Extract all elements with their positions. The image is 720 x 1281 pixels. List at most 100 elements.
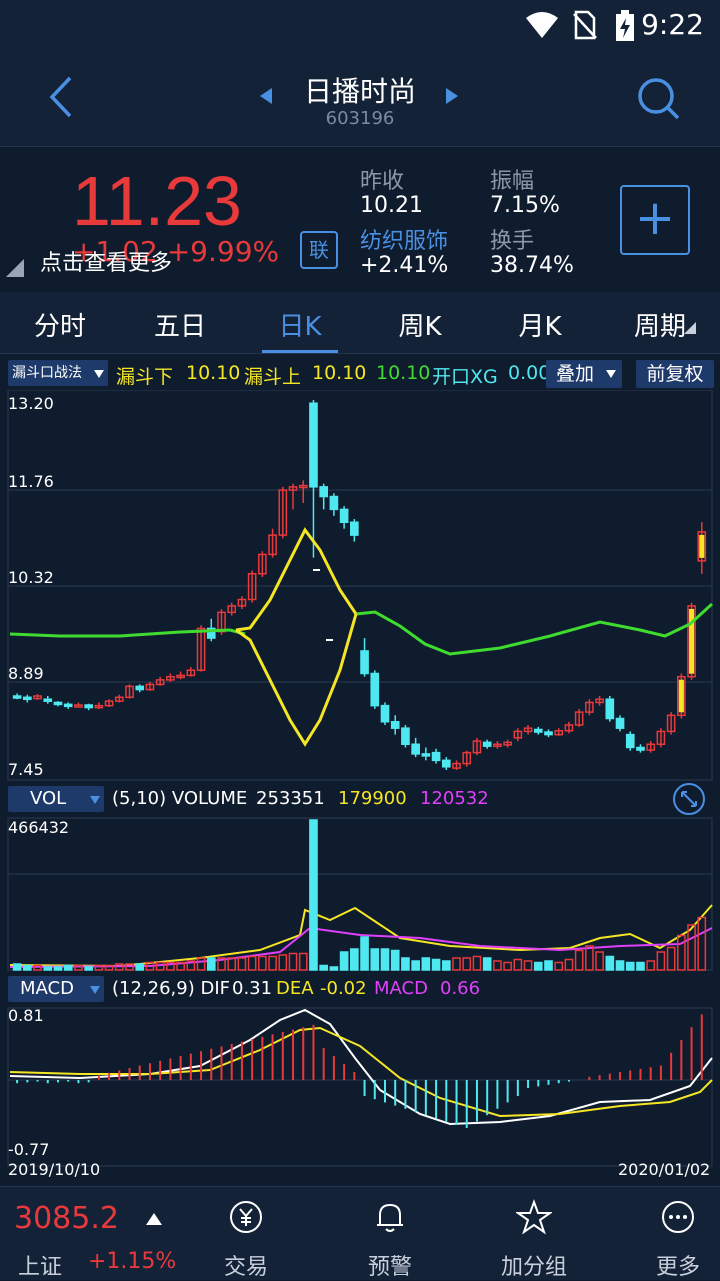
trade-button[interactable]: 交易 [196, 1199, 296, 1280]
macd-dif: 0.31 [232, 978, 273, 999]
volume-bar [12, 963, 22, 971]
index-value[interactable]: 3085.2 [14, 1201, 119, 1236]
macd-label: MACD [20, 978, 74, 999]
tap-more-hint[interactable]: 点击查看更多 [40, 251, 173, 276]
tab-intraday[interactable]: 分时 [33, 312, 86, 342]
fullscreen-icon[interactable] [672, 782, 706, 816]
volume-bar [533, 961, 543, 971]
volume-bar [625, 961, 635, 971]
tab-daily-k[interactable]: 日K [278, 312, 322, 342]
candle-body [43, 698, 53, 702]
candle-body [104, 700, 114, 707]
green-line-value: 10.10 [376, 362, 431, 384]
volume-bar [452, 957, 461, 971]
strategy-selector[interactable]: 漏斗口战法 [8, 360, 108, 386]
candle-body [544, 731, 553, 736]
candle-body [309, 402, 318, 488]
candle-body [605, 698, 615, 720]
candle-body [145, 683, 155, 691]
tab-period[interactable]: 周期 [633, 312, 686, 342]
index-change: +1.15% [88, 1249, 177, 1274]
star-icon [514, 1199, 554, 1235]
vol-params: (5,10) VOLUME [112, 788, 248, 809]
no-sim-icon [573, 10, 597, 40]
alert-button[interactable]: 预警 [340, 1199, 440, 1280]
funnel-lower [235, 613, 358, 747]
candle-body [329, 495, 339, 511]
industry-link[interactable]: 纺织服饰 [360, 229, 449, 254]
highlight-candle [689, 608, 695, 674]
candle-body [472, 740, 482, 754]
funnel-upper [235, 527, 358, 632]
date-end: 2020/01/02 [618, 1160, 711, 1179]
add-watchlist-button[interactable]: + [620, 185, 690, 255]
volume-bar [94, 964, 104, 971]
more-button[interactable]: 更多 [628, 1199, 720, 1280]
candle-body [697, 531, 707, 562]
price-change: +1.02 +9.99% [72, 235, 280, 268]
more-label: 更多 [655, 1255, 700, 1280]
amplitude-value: 7.15% [490, 193, 560, 218]
green-line [9, 628, 246, 638]
next-stock-icon[interactable] [444, 86, 460, 106]
candle-body [452, 762, 461, 769]
candle-body [666, 714, 676, 733]
kline-chart[interactable] [0, 390, 720, 1186]
volume-bar [104, 964, 114, 971]
candle-body [554, 729, 564, 736]
volume-bar [482, 957, 492, 971]
search-icon[interactable] [636, 76, 682, 122]
vol-selector[interactable]: VOL [8, 786, 104, 812]
add-group-button[interactable]: 加分组 [484, 1199, 584, 1280]
volume-bar [258, 955, 267, 971]
candle-body [636, 746, 645, 751]
prev-stock-icon[interactable] [258, 86, 274, 106]
tab-five-day[interactable]: 五日 [153, 312, 206, 342]
current-price: 11.23 [72, 162, 242, 240]
volume-bar [493, 960, 502, 971]
volume-bar [339, 951, 349, 971]
candle-body [23, 696, 32, 701]
candle-body [319, 486, 329, 498]
indicator-lines [9, 527, 714, 1126]
candle-body [503, 741, 512, 746]
candle-body [574, 711, 584, 726]
candle-body [63, 703, 73, 708]
volume-bar [43, 966, 53, 971]
candle-body [84, 704, 93, 709]
volume-bar [329, 966, 339, 971]
candle-body [227, 605, 237, 614]
stock-code: 603196 [325, 108, 395, 129]
top-nav: 日播时尚 603196 [0, 50, 720, 146]
macd-selector[interactable]: MACD [8, 976, 104, 1002]
index-name: 上证 [18, 1255, 63, 1280]
candle-body [677, 675, 686, 717]
macd-macd-label: MACD [374, 978, 428, 999]
bell-icon [377, 1203, 403, 1232]
strategy-dropdown-icon [94, 370, 104, 378]
prev-close-label: 昨收 [360, 169, 405, 194]
macd-dea: -0.02 [320, 978, 367, 999]
quote-panel[interactable]: 11.23 +1.02 +9.99% 点击查看更多 联 昨收 10.21 纺织服… [0, 146, 720, 292]
volume-bar [523, 960, 533, 971]
panel-frame [7, 390, 713, 781]
tab-monthly-k[interactable]: 月K [518, 312, 562, 342]
open-xg-label: 开口XG [432, 366, 498, 388]
candle-body [12, 695, 22, 699]
link-button[interactable]: 联 [300, 231, 338, 269]
adjust-button[interactable]: 前复权 [636, 360, 714, 388]
trade-icon [230, 1201, 262, 1233]
back-icon[interactable] [40, 72, 84, 122]
expand-corner-icon [6, 259, 24, 277]
add-group-label: 加分组 [500, 1255, 567, 1280]
candle-body [339, 508, 349, 524]
volume-bar [298, 952, 308, 971]
candle-body [33, 695, 42, 700]
macd-value: 0.66 [440, 978, 481, 999]
candle-body [278, 489, 288, 536]
open-xg-value: 0.00 [508, 362, 551, 384]
volume-bar [666, 946, 676, 971]
tab-weekly-k[interactable]: 周K [398, 312, 442, 342]
funnel-high-label: 漏斗上 [244, 366, 302, 388]
volume-bar [360, 936, 369, 971]
